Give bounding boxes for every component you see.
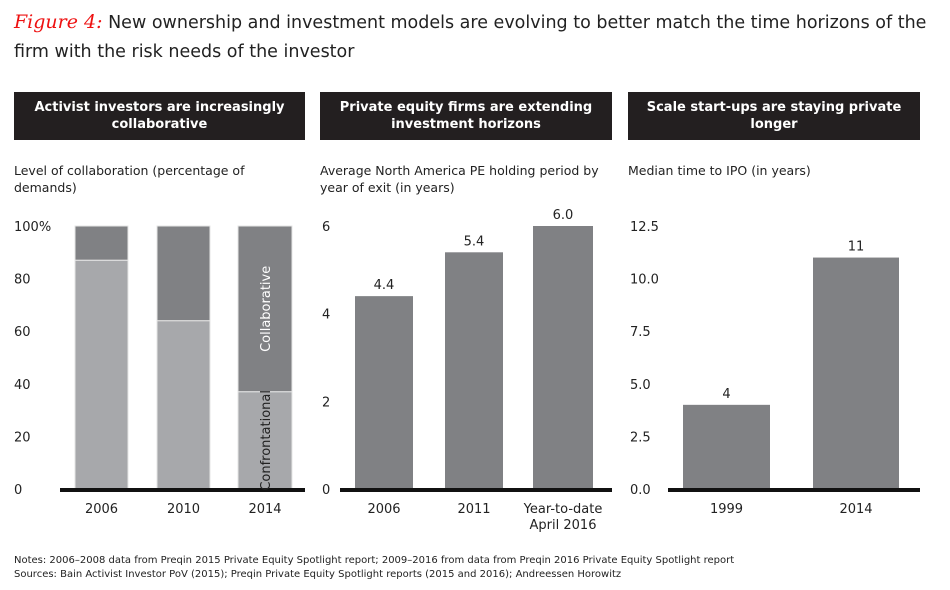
y-tick-label: 100% xyxy=(14,220,51,235)
y-tick-label: 40 xyxy=(14,378,31,393)
bar xyxy=(355,296,413,489)
y-tick-label: 0.0 xyxy=(630,483,651,498)
panel-header-3: Scale start-ups are staying private long… xyxy=(628,92,920,140)
y-tick-label: 0 xyxy=(14,483,22,498)
y-tick-label: 2 xyxy=(322,395,330,410)
bar-segment-collaborative xyxy=(74,225,129,261)
notes: Notes: 2006–2008 data from Preqin 2015 P… xyxy=(14,555,735,566)
x-tick-label: 2006 xyxy=(85,502,118,517)
y-tick-label: 20 xyxy=(14,430,31,445)
data-label: 4.4 xyxy=(374,278,395,293)
y-tick-label: 6 xyxy=(322,220,330,235)
bar-segment-confrontational xyxy=(74,259,129,490)
x-tick-label: April 2016 xyxy=(530,518,597,533)
x-tick-label: 2010 xyxy=(167,502,200,517)
panel-subtitle-1: Level of collaboration (percentage of de… xyxy=(14,163,245,195)
panel-header-2: Private equity firms are extending inves… xyxy=(320,92,612,140)
panel-header-1: Activist investors are increasingly coll… xyxy=(14,92,305,140)
data-label: 5.4 xyxy=(464,234,485,249)
sources: Sources: Bain Activist Investor PoV (201… xyxy=(14,569,622,580)
panel-subtitle-2: Average North America PE holding period … xyxy=(320,163,599,195)
y-tick-label: 0 xyxy=(322,483,330,498)
y-tick-label: 7.5 xyxy=(630,325,651,340)
data-label: 11 xyxy=(848,240,865,255)
bar-segment-collaborative xyxy=(156,225,211,322)
figure-title-text: New ownership and investment models are … xyxy=(14,13,927,62)
figure-title: Figure 4: New ownership and investment m… xyxy=(14,8,944,67)
y-tick-label: 2.5 xyxy=(630,430,651,445)
bar xyxy=(683,404,770,489)
footnotes: Notes: 2006–2008 data from Preqin 2015 P… xyxy=(14,554,734,582)
x-tick-label: 2011 xyxy=(457,502,490,517)
y-tick-label: 12.5 xyxy=(630,220,659,235)
x-tick-label: 2006 xyxy=(367,502,400,517)
bar-segment-confrontational xyxy=(156,320,211,490)
x-tick-label: 2014 xyxy=(839,502,872,517)
bar-segment-collaborative xyxy=(237,225,293,393)
x-tick-label: 1999 xyxy=(710,502,743,517)
bar xyxy=(533,226,593,489)
figure-label: Figure 4: xyxy=(14,11,103,33)
x-tick-label: Year-to-date xyxy=(523,502,603,517)
panel-subtitle-3: Median time to IPO (in years) xyxy=(628,163,811,178)
y-tick-label: 80 xyxy=(14,273,31,288)
series-label-collaborative: Collaborative xyxy=(259,266,274,352)
x-tick-label: 2014 xyxy=(248,502,281,517)
y-tick-label: 4 xyxy=(322,308,330,323)
data-label: 6.0 xyxy=(553,208,574,223)
y-tick-label: 5.0 xyxy=(630,378,651,393)
y-tick-label: 60 xyxy=(14,325,31,340)
data-label: 4 xyxy=(722,387,730,402)
bar xyxy=(813,257,899,489)
bar xyxy=(445,252,503,489)
series-label-confrontational: Confrontational xyxy=(259,390,274,491)
y-tick-label: 10.0 xyxy=(630,273,659,288)
